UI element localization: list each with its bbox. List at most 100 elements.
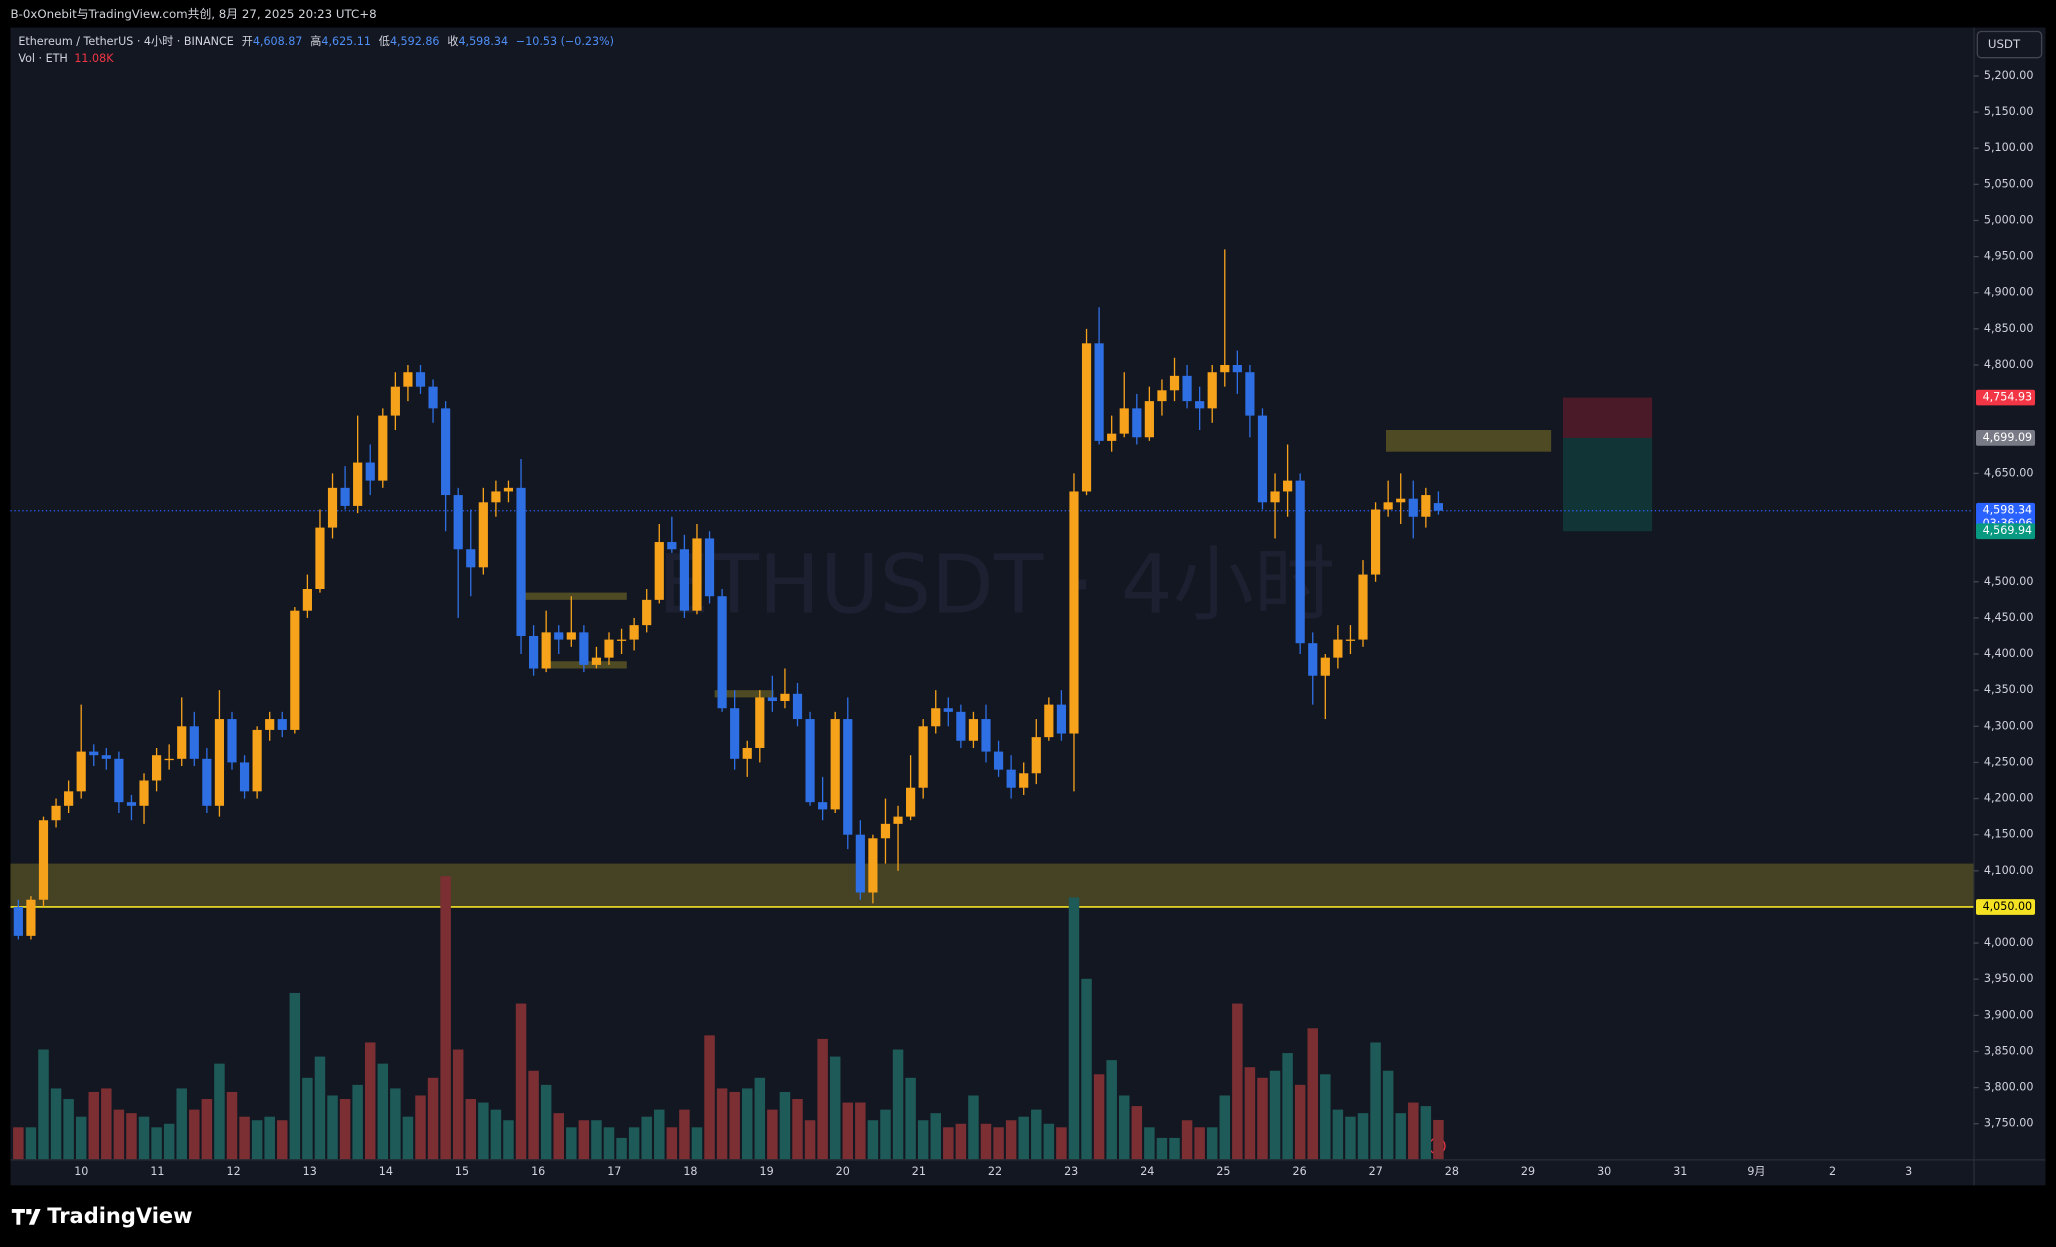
volume-bar	[1043, 1123, 1055, 1160]
y-tick-label: 3,850.00	[1984, 1044, 2034, 1057]
candle-body	[1169, 375, 1180, 391]
candle-body	[1207, 372, 1217, 409]
volume-bar	[729, 1091, 740, 1160]
volume-bar	[829, 1056, 841, 1160]
volume-bar	[440, 876, 451, 1160]
y-tick-label: 4,250.00	[1984, 755, 2034, 768]
volume-bar	[679, 1109, 690, 1160]
volume-bar	[804, 1120, 816, 1160]
volume-bar	[1131, 1106, 1143, 1160]
legend: Ethereum / TetherUS · 4小时 · BINANCE 开4,60…	[18, 34, 614, 65]
volume-bar	[1282, 1053, 1293, 1160]
volume-bar	[1219, 1095, 1231, 1160]
volume-bar	[842, 1102, 854, 1160]
volume-bar	[767, 1109, 778, 1160]
volume-bar	[1307, 1028, 1318, 1160]
x-tick-label: 13	[303, 1165, 317, 1178]
volume-bar	[666, 1127, 678, 1160]
candle-body	[1019, 773, 1029, 788]
volume-bar	[88, 1091, 100, 1160]
candle-body	[302, 589, 312, 611]
candle-body	[327, 487, 338, 528]
x-tick-label: 19	[760, 1165, 774, 1178]
x-tick-label: 16	[531, 1165, 545, 1178]
zone	[1385, 430, 1552, 452]
candle-body	[516, 487, 526, 636]
candle-body	[76, 751, 86, 792]
x-tick-label: 28	[1445, 1165, 1459, 1178]
volume-bar	[955, 1123, 967, 1160]
y-tick-label: 4,400.00	[1984, 647, 2034, 660]
candle-body	[26, 899, 36, 936]
zone	[10, 863, 1974, 907]
candle-body	[453, 495, 463, 550]
currency: USDT	[1988, 37, 2021, 51]
x-tick-label: 21	[912, 1165, 926, 1178]
x-tick-label: 29	[1521, 1165, 1535, 1178]
y-tick-label: 3,800.00	[1984, 1081, 2034, 1094]
volume-bar	[1269, 1070, 1281, 1160]
logo-text: TradingView	[47, 1204, 192, 1228]
candle-body	[855, 834, 865, 893]
candle-body	[152, 755, 162, 781]
volume-bar	[1257, 1077, 1268, 1160]
volume-bar	[1118, 1095, 1130, 1160]
x-tick-label: 17	[607, 1165, 621, 1178]
volume-bar	[704, 1035, 715, 1160]
candle-body	[805, 719, 815, 803]
symbol: Ethereum / TetherUS · 4小时 · BINANCE	[18, 35, 233, 48]
volume-bar	[503, 1120, 514, 1160]
candle-body	[1107, 433, 1117, 441]
ohlc-label: 收	[447, 34, 458, 48]
x-tick-label: 12	[227, 1165, 241, 1178]
candle-body	[1232, 365, 1242, 373]
candle-body	[906, 787, 916, 817]
candle-body	[968, 719, 979, 741]
ohlc-value: 4,625.11	[321, 35, 371, 48]
volume-bar	[302, 1077, 313, 1160]
volume-bar	[427, 1077, 439, 1160]
candle-body	[189, 726, 199, 759]
y-tick-label: 4,200.00	[1984, 792, 2034, 805]
candle-body	[1119, 408, 1129, 434]
candle-body	[704, 538, 715, 597]
ohlc-value: 4,598.34	[458, 35, 508, 48]
x-tick-label: 25	[1216, 1165, 1230, 1178]
x-tick-label: 14	[379, 1165, 393, 1178]
volume-bar	[628, 1127, 640, 1160]
volume-bar	[1332, 1109, 1344, 1160]
price-tag-label: 4,569.94	[1983, 524, 2033, 537]
candle-body	[1044, 704, 1054, 738]
candle-body	[981, 719, 991, 752]
price-tag	[1976, 899, 2036, 915]
time-axis	[10, 1160, 2046, 1186]
candle-body	[202, 758, 212, 806]
volume-bar	[1370, 1042, 1381, 1160]
volume-bar	[1068, 897, 1080, 1160]
plot-area	[10, 27, 1974, 1160]
volume-bar	[1169, 1137, 1180, 1160]
candle-body	[277, 719, 287, 730]
ohlc-value: 4,608.87	[253, 35, 303, 48]
volume-bar	[25, 1127, 37, 1160]
candle-body	[1383, 502, 1393, 510]
volume-bar	[1433, 1119, 1444, 1160]
zone	[524, 592, 627, 600]
volume-bar	[377, 1063, 389, 1160]
candle-body	[315, 527, 325, 590]
y-tick-label: 4,150.00	[1984, 828, 2034, 841]
x-tick-label: 3	[1905, 1165, 1912, 1178]
candle-body	[717, 596, 727, 709]
x-tick-label: 27	[1369, 1165, 1383, 1178]
volume-bar	[415, 1095, 426, 1160]
volume-bar	[126, 1113, 137, 1160]
candle-body	[1094, 343, 1104, 441]
volume-bar	[478, 1102, 489, 1160]
candle-body	[1283, 480, 1293, 492]
volume-bar	[101, 1088, 112, 1160]
top-bar-text: B-0xOnebit与TradingView.com共创, 8月 27, 202…	[10, 7, 376, 21]
volume-bar	[364, 1042, 376, 1160]
price-tag	[1976, 389, 2036, 406]
x-tick-label: 24	[1140, 1165, 1154, 1178]
